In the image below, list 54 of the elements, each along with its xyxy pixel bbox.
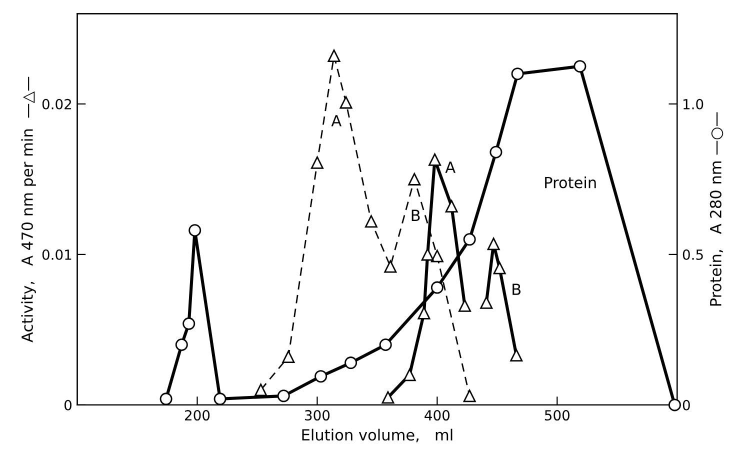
y2-tick-label: 1.0	[684, 98, 704, 110]
point	[175, 338, 188, 351]
y-axis-title: Activity, A 470 nm per min —△—	[21, 76, 36, 342]
point	[282, 350, 295, 364]
point	[384, 260, 397, 273]
point	[493, 262, 506, 274]
point	[490, 146, 502, 158]
point	[510, 349, 523, 362]
point	[188, 224, 202, 237]
y2-tick-label: 0	[682, 400, 690, 410]
point	[421, 248, 434, 261]
point	[430, 250, 444, 262]
point	[340, 96, 352, 109]
x-tick-label: 500	[544, 410, 570, 421]
point	[463, 390, 476, 402]
x-axis-title: Elution volume, ml	[302, 428, 452, 442]
point	[379, 338, 392, 351]
point	[364, 215, 378, 228]
point	[428, 153, 442, 166]
annotation: A	[445, 162, 456, 173]
point	[458, 299, 472, 312]
y-tick-label: 0.02	[42, 98, 72, 110]
point	[511, 68, 524, 80]
point	[328, 50, 340, 62]
point	[214, 392, 226, 406]
annotation: Protein	[545, 176, 596, 188]
point	[277, 390, 290, 402]
point	[574, 60, 586, 73]
annotation: B	[412, 210, 420, 221]
point	[403, 368, 416, 382]
y-tick-label: 0	[64, 400, 72, 410]
point	[418, 306, 430, 320]
point	[480, 296, 493, 309]
point	[445, 200, 458, 213]
point	[668, 398, 681, 412]
annotation: A	[331, 115, 342, 126]
point	[160, 392, 172, 406]
x-tick-label: 300	[305, 410, 330, 421]
point	[382, 391, 394, 404]
point	[314, 370, 328, 383]
y2-axis-title: Protein, A 280 nm —○—	[710, 112, 724, 306]
point	[344, 356, 358, 370]
x-tick-label: 400	[424, 410, 450, 421]
point	[487, 238, 500, 250]
y2-tick-label: 0.5	[682, 249, 703, 260]
point	[254, 384, 268, 396]
point	[310, 156, 324, 169]
annotation: B	[512, 284, 521, 295]
point	[182, 317, 196, 330]
point	[430, 281, 444, 294]
point	[408, 172, 421, 186]
point	[463, 233, 476, 246]
x-tick-label: 200	[185, 410, 210, 421]
y-tick-label: 0.01	[42, 249, 72, 260]
